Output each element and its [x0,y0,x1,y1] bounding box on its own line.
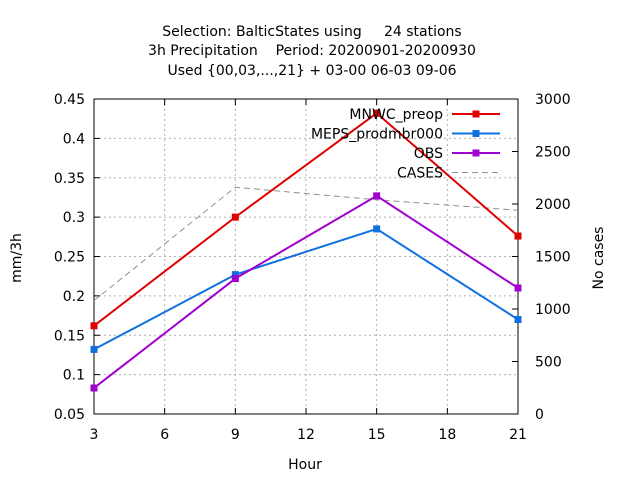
legend-marker [472,149,480,157]
x-tick-label: 9 [231,427,240,443]
title-line-2: 3h Precipitation Period: 20200901-202009… [148,43,476,59]
x-tick-label: 18 [438,427,456,443]
data-point [90,384,98,392]
data-point [514,316,522,323]
legend-label: MEPS_prodmbr000 [311,127,443,143]
x-tick-label: 21 [509,427,527,443]
legend-marker [472,110,480,118]
y-tick-label: 0.3 [63,210,85,226]
grid [94,99,518,414]
x-tick-label: 12 [297,427,315,443]
series-line [93,194,519,389]
y-tick-label: 0.1 [63,368,85,384]
x-axis-label: Hour [288,457,322,473]
y2-tick-label: 1500 [535,250,571,266]
y-tick-label: 0.2 [63,289,85,305]
y-tick-label: 0.15 [54,328,85,344]
series-line [93,227,519,351]
y-tick-label: 0.45 [54,92,85,108]
y-tick-label: 0.4 [63,131,85,147]
y2-axis-label: No cases [591,227,607,290]
y2-tick-label: 500 [535,355,562,371]
y-tick-label: 0.25 [54,250,85,266]
data-point [90,345,98,353]
series-line [93,186,519,301]
series-line [93,112,519,327]
ticks: 3 6 9 12 15 18 21 0.05 0.1 0.15 0.2 0.25 0.3 0.35 0.4 0… [54,92,571,443]
data-point [231,213,239,221]
y2-tick-label: 0 [535,407,544,423]
legend-label: OBS [414,146,443,162]
title-line-3: Used {00,03,...,21} + 03-00 06-03 09-06 [167,63,456,79]
chart-title: Selection: BalticStates using 24 station… [148,24,476,79]
y2-tick-label: 2500 [535,145,571,161]
data-point [90,322,98,330]
legend-label: MNWC_preop [349,107,443,123]
title-line-1: Selection: BalticStates using 24 station… [162,24,461,40]
y-tick-label: 0.05 [54,407,85,423]
x-tick-label: 3 [90,427,99,443]
data-point [231,275,239,283]
y2-tick-label: 3000 [535,92,571,108]
data-point [373,225,381,233]
x-tick-label: 15 [368,427,386,443]
data-point [373,109,381,117]
legend-label: CASES [397,166,443,182]
y2-tick-label: 2000 [535,197,571,213]
legend-marker [472,130,480,137]
y-tick-label: 0.35 [54,171,85,187]
data-point [514,284,522,292]
y-axis-label: mm/3h [9,233,25,283]
series-layer [90,109,522,392]
legend: MNWC_preop MEPS_prodmbr000 OBS CASES [311,107,500,182]
y2-tick-label: 1000 [535,302,571,318]
data-point [231,271,239,279]
data-point [373,192,381,200]
data-point [514,232,522,240]
x-tick-label: 6 [160,427,169,443]
